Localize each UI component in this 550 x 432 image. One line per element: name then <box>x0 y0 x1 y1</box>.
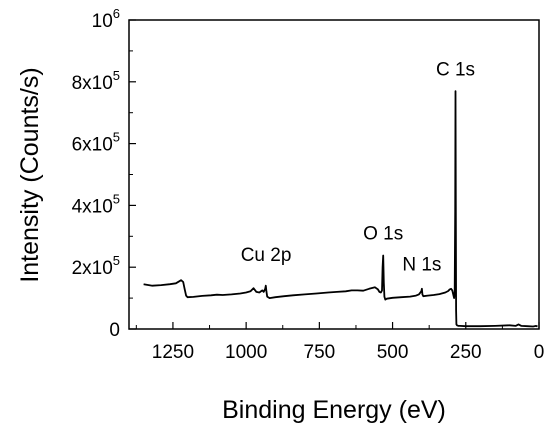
y-tick-label: 6x105 <box>72 130 120 156</box>
peak-label: Cu 2p <box>241 245 292 266</box>
x-tick-label: 750 <box>304 342 336 363</box>
x-axis-title: Binding Energy (eV) <box>222 396 446 424</box>
x-tick-labels: 1250 1000 750 500 250 0 <box>152 342 545 363</box>
spectrum-line <box>143 90 538 328</box>
y-tick-label: 8x105 <box>72 68 120 94</box>
plot-frame <box>128 19 540 330</box>
peak-label: O 1s <box>363 223 403 244</box>
y-tick-label: 4x105 <box>72 191 120 217</box>
x-tick-label: 1250 <box>152 342 194 363</box>
y-tick-label: 2x105 <box>72 253 120 279</box>
y-tick-label: 0 <box>109 320 120 341</box>
axis-ticks <box>129 19 540 330</box>
x-tick-label: 250 <box>450 342 482 363</box>
x-tick-label: 500 <box>377 342 409 363</box>
y-tick-labels: 0 2x105 4x105 6x105 8x105 106 <box>72 6 120 341</box>
y-axis-title: Intensity (Counts/s) <box>16 67 44 282</box>
x-tick-label: 0 <box>534 342 545 363</box>
peak-label: N 1s <box>402 254 441 275</box>
x-tick-label: 1000 <box>225 342 267 363</box>
peak-annotations: C 1s O 1s N 1s Cu 2p <box>241 60 475 276</box>
y-tick-label: 106 <box>92 6 120 32</box>
peak-label: C 1s <box>436 60 475 81</box>
